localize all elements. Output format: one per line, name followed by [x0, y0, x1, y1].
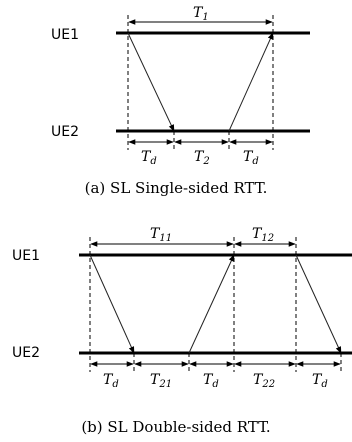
double-td-3-label: Td: [312, 372, 328, 390]
double-td-2-label: Td: [203, 372, 219, 390]
double-t21-label: T21: [150, 372, 172, 390]
double-msg-3-ue1-to-ue2: [295, 254, 342, 354]
double-ue2-label: UE2: [12, 345, 40, 361]
single-td-left-label: Td: [141, 149, 157, 167]
double-sided-diagram: UE1 UE2 T11 T12 Td T2: [12, 226, 352, 436]
single-sided-diagram: UE1 UE2 T1 Td T2 Td (a) SL Single-sided …: [51, 5, 310, 197]
single-t2-label: T2: [194, 149, 210, 167]
double-ue1-label: UE1: [12, 248, 40, 264]
single-msg-ue1-to-ue2: [127, 32, 175, 132]
single-caption: (a) SL Single-sided RTT.: [85, 179, 268, 197]
double-t11-label: T11: [150, 226, 172, 244]
single-ue1-label: UE1: [51, 27, 79, 43]
single-ue2-label: UE2: [51, 124, 79, 140]
double-caption: (b) SL Double-sided RTT.: [81, 418, 270, 436]
double-t12-label: T12: [252, 226, 274, 244]
double-msg-2-ue2-to-ue1: [188, 254, 235, 354]
double-msg-1-ue1-to-ue2: [89, 254, 135, 354]
single-msg-ue2-to-ue1: [228, 32, 274, 132]
single-t1-label: T1: [193, 5, 209, 23]
double-t22-label: T22: [253, 372, 275, 390]
double-td-1-label: Td: [103, 372, 119, 390]
single-td-right-label: Td: [243, 149, 259, 167]
